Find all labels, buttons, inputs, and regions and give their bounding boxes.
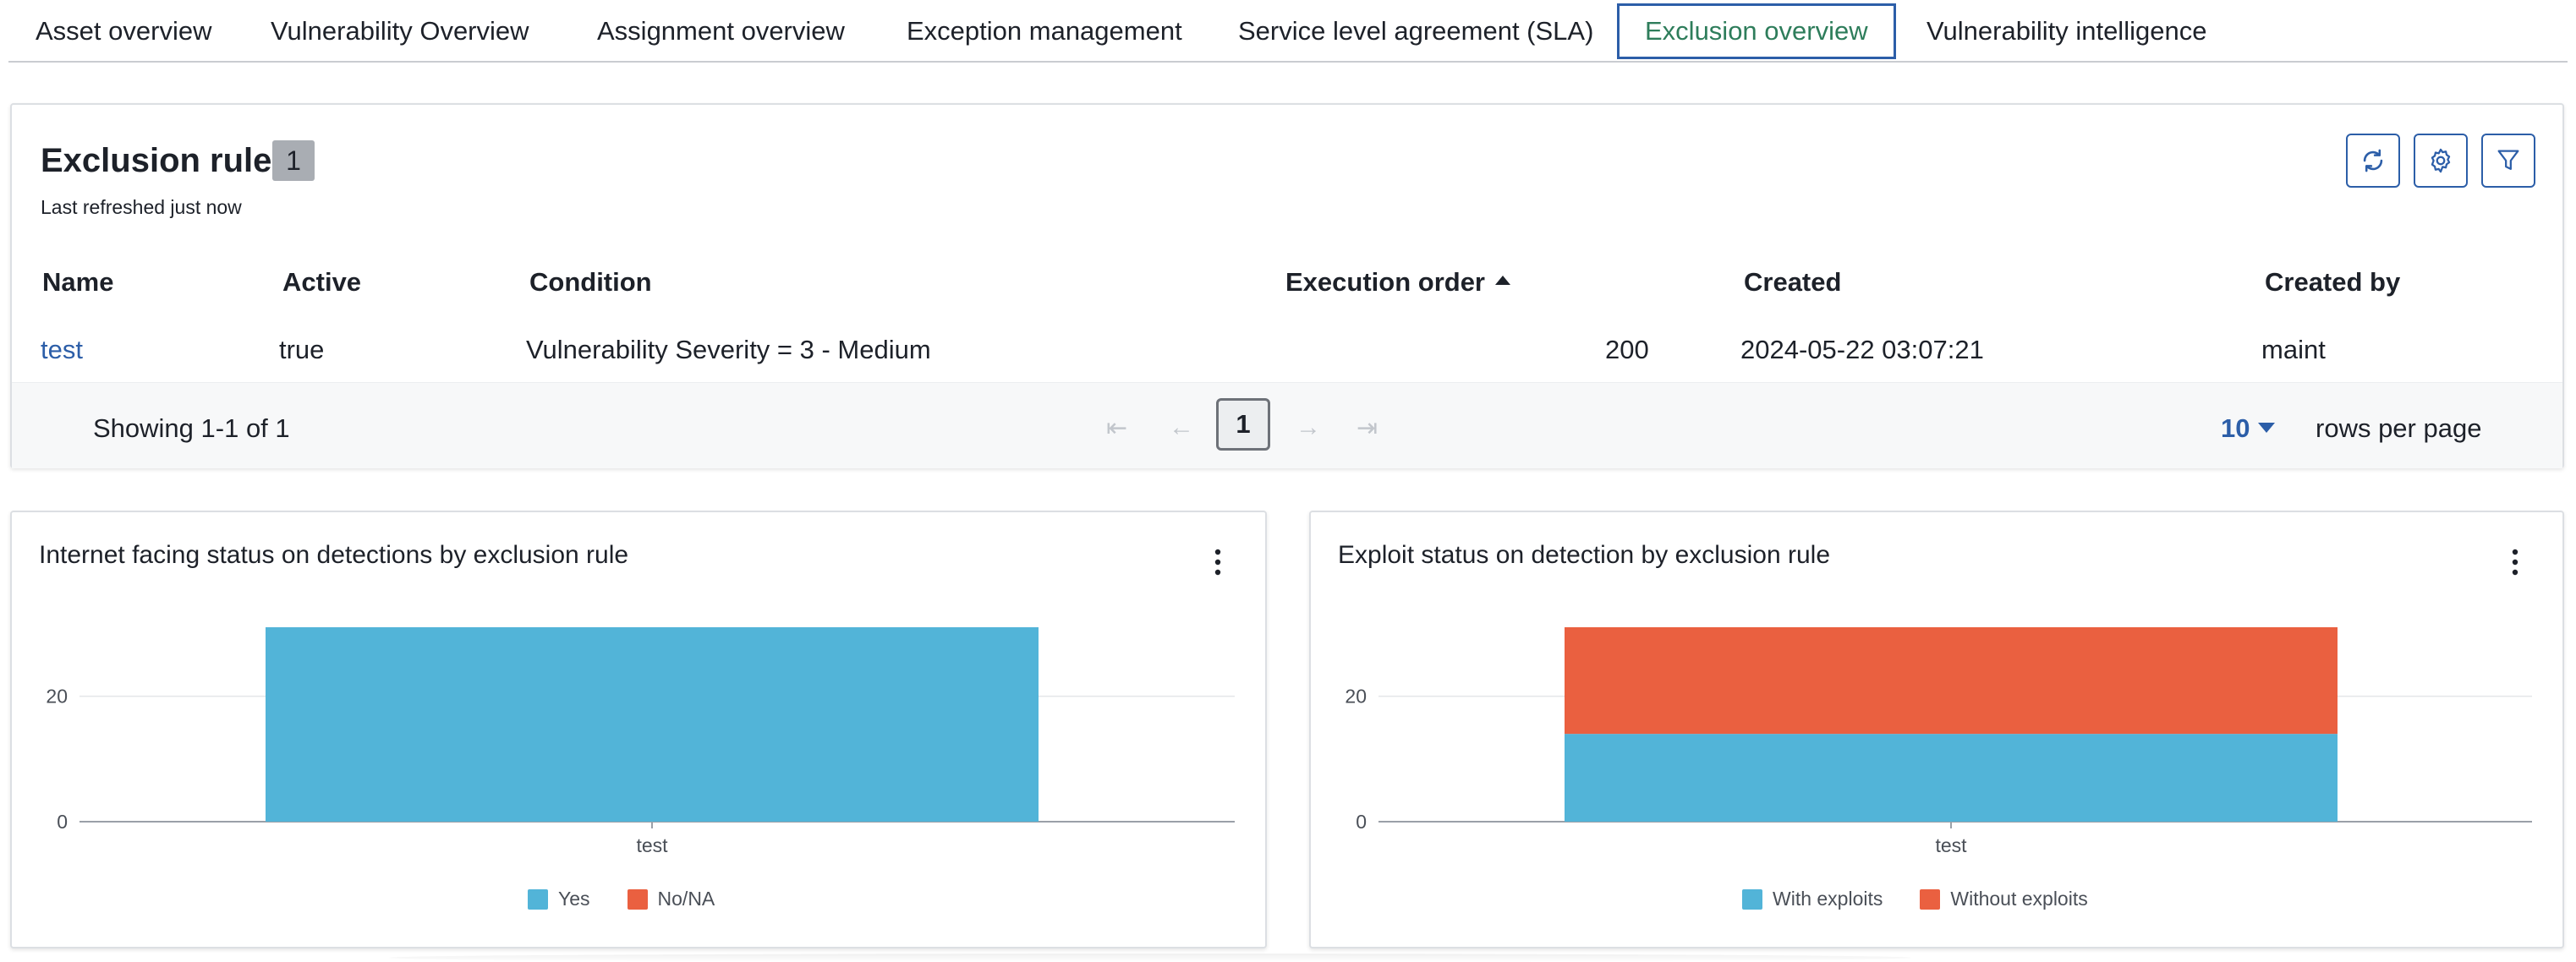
tab-assignment-overview[interactable]: Assignment overview — [597, 16, 845, 46]
rule-name-link[interactable]: test — [41, 335, 83, 364]
previous-page-icon[interactable]: ← — [1169, 413, 1194, 441]
rows-per-page-label: rows per page — [2316, 413, 2482, 443]
column-header-created-by[interactable]: Created by — [2265, 267, 2401, 297]
legend-label: Without exploits — [1950, 888, 2088, 910]
tab-asset-overview[interactable]: Asset overview — [36, 16, 212, 46]
column-header-condition[interactable]: Condition — [529, 267, 652, 297]
y-tick-label: 20 — [1345, 686, 1367, 708]
legend-item-yes[interactable]: Yes — [528, 888, 590, 910]
current-page-button[interactable]: 1 — [1216, 398, 1270, 451]
column-header-active[interactable]: Active — [282, 267, 362, 297]
bar-segment-with-exploits[interactable] — [1565, 734, 2338, 822]
refresh-button[interactable] — [2346, 134, 2400, 188]
more-options-icon[interactable] — [1209, 548, 1226, 577]
settings-button[interactable] — [2414, 134, 2468, 188]
legend-swatch — [1920, 888, 1941, 910]
x-tick-label: test — [1935, 834, 1967, 856]
rows-per-page-select[interactable]: 10 — [2221, 413, 2276, 444]
bar-segment-without-exploits[interactable] — [1565, 627, 2338, 735]
cell-created: 2024-05-22 03:07:21 — [1740, 335, 1984, 364]
legend-item-without-exploits[interactable]: Without exploits — [1920, 888, 2088, 910]
chart-title: Exploit status on detection by exclusion… — [1338, 541, 1830, 569]
cell-execution-order: 200 — [1605, 335, 1649, 364]
bar-segment-yes[interactable] — [266, 627, 1039, 822]
exclusion-rules-card: Exclusion rules 1 Last refreshed just no… — [10, 103, 2564, 468]
chart-title: Internet facing status on detections by … — [39, 541, 629, 569]
column-header-name[interactable]: Name — [42, 267, 114, 297]
column-header-label: Execution order — [1285, 267, 1485, 297]
legend-label: No/NA — [657, 888, 715, 910]
tab-vulnerability-overview[interactable]: Vulnerability Overview — [271, 16, 529, 46]
card-title: Exclusion rules — [41, 142, 291, 179]
cell-condition: Vulnerability Severity = 3 - Medium — [526, 335, 931, 364]
legend-swatch — [1742, 888, 1762, 910]
more-options-icon[interactable] — [2507, 548, 2524, 577]
rows-per-page-value: 10 — [2221, 413, 2250, 443]
tab-bar: Asset overview Vulnerability Overview As… — [8, 0, 2568, 63]
last-page-icon[interactable]: ⇥ — [1357, 414, 1378, 442]
legend-item-with-exploits[interactable]: With exploits — [1742, 888, 1883, 910]
filter-icon — [2497, 150, 2519, 171]
y-tick-label: 20 — [46, 686, 68, 708]
pagination-bar: Showing 1-1 of 1 ⇤ ← 1 → ⇥ 10 rows per p… — [12, 382, 2562, 468]
tab-exception-management[interactable]: Exception management — [907, 16, 1182, 46]
chart-legend: With exploits Without exploits — [1742, 888, 2125, 910]
tab-exclusion-overview[interactable]: Exclusion overview — [1617, 3, 1896, 59]
cell-active: true — [279, 335, 325, 364]
internet-facing-chart: 20 0 test — [46, 627, 1235, 856]
next-page-icon[interactable]: → — [1296, 413, 1321, 441]
column-header-created[interactable]: Created — [1744, 267, 1842, 297]
caret-down-icon — [2258, 422, 2276, 433]
cell-created-by: maint — [2261, 335, 2326, 364]
filter-button[interactable] — [2481, 134, 2535, 188]
sort-ascending-icon — [1495, 276, 1510, 286]
gear-icon — [2431, 148, 2451, 173]
legend-swatch — [627, 888, 648, 910]
page-bottom-shadow — [389, 954, 1911, 962]
x-tick-label: test — [636, 834, 668, 856]
y-tick-label: 0 — [57, 811, 68, 833]
legend-swatch — [528, 888, 548, 910]
count-badge: 1 — [272, 140, 315, 181]
legend-label: Yes — [558, 888, 590, 910]
tab-vulnerability-intelligence[interactable]: Vulnerability intelligence — [1927, 16, 2207, 46]
first-page-icon[interactable]: ⇤ — [1106, 414, 1128, 442]
chart-legend: Yes No/NA — [528, 888, 752, 910]
y-tick-label: 0 — [1356, 811, 1367, 833]
column-header-execution-order[interactable]: Execution order — [1285, 267, 1510, 298]
exploit-status-chart-card: Exploit status on detection by exclusion… — [1309, 511, 2564, 948]
internet-facing-chart-card: Internet facing status on detections by … — [10, 511, 1267, 948]
tab-service-level-agreement[interactable]: Service level agreement (SLA) — [1238, 16, 1594, 46]
refresh-icon — [2363, 149, 2383, 172]
last-refreshed-text: Last refreshed just now — [41, 196, 242, 218]
legend-label: With exploits — [1773, 888, 1883, 910]
legend-item-no-na[interactable]: No/NA — [627, 888, 715, 910]
showing-count: Showing 1-1 of 1 — [93, 413, 290, 443]
exploit-status-chart: 20 0 test — [1345, 627, 2532, 856]
